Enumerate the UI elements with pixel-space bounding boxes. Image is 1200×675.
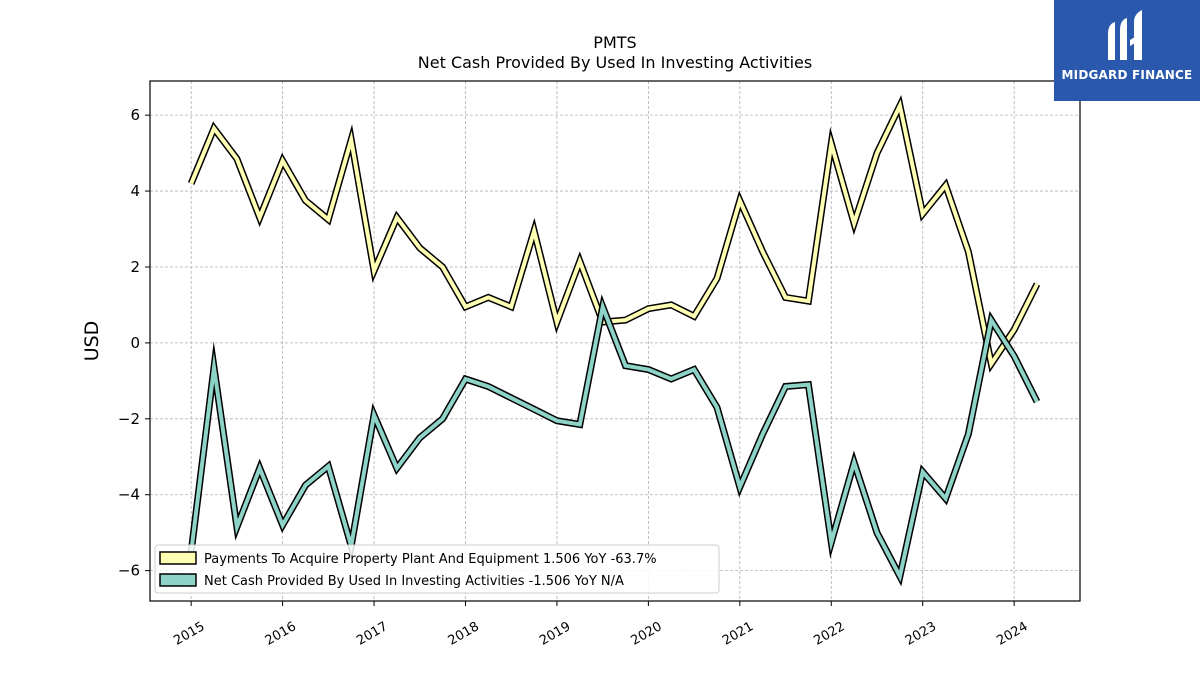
legend-label-payments: Payments To Acquire Property Plant And E… — [204, 552, 657, 567]
x-tick-label: 2015 — [171, 619, 207, 649]
y-tick-label: 4 — [130, 182, 140, 200]
legend: Payments To Acquire Property Plant And E… — [154, 544, 720, 594]
x-tick-label: 2023 — [903, 619, 939, 649]
x-axis-ticks: 2015 2016 2017 2018 2019 2020 2021 2022 2023 2024 — [171, 601, 1030, 649]
legend-label-net-cash: Net Cash Provided By Used In Investing A… — [204, 574, 624, 589]
x-tick-label: 2019 — [537, 619, 573, 649]
x-tick-label: 2024 — [994, 619, 1030, 649]
x-tick-label: 2017 — [354, 619, 390, 649]
midgard-finance-logo: MIDGARD FINANCE — [1054, 0, 1200, 101]
chart-subtitle: Net Cash Provided By Used In Investing A… — [418, 53, 812, 72]
x-tick-label: 2021 — [720, 619, 756, 649]
grid-lines — [150, 81, 1080, 601]
y-tick-label: −2 — [118, 410, 140, 428]
x-tick-label: 2020 — [629, 619, 665, 649]
legend-swatch-payments — [159, 551, 197, 565]
y-tick-label: 6 — [130, 106, 140, 124]
y-tick-label: 0 — [130, 334, 140, 352]
series-lines — [187, 94, 1041, 587]
y-axis-label: USD — [81, 321, 103, 362]
series-outline-0 — [187, 94, 1041, 373]
logo-text: MIDGARD FINANCE — [1061, 68, 1193, 82]
series-line-0 — [189, 99, 1039, 369]
legend-box — [154, 544, 720, 594]
y-axis-ticks: 6 4 2 0 −2 −4 −6 — [118, 106, 150, 580]
x-tick-label: 2018 — [446, 619, 482, 649]
y-tick-label: −6 — [118, 562, 140, 580]
y-tick-label: −4 — [118, 486, 140, 504]
legend-swatch-net-cash — [159, 573, 197, 587]
x-tick-label: 2022 — [811, 619, 847, 649]
series-line-1 — [189, 299, 1039, 583]
chart-title: PMTS — [593, 33, 636, 52]
midgard-logo-icon — [1108, 10, 1142, 60]
x-tick-label: 2016 — [263, 619, 299, 649]
y-tick-label: 2 — [130, 258, 140, 276]
plot-area-frame — [149, 80, 1081, 602]
